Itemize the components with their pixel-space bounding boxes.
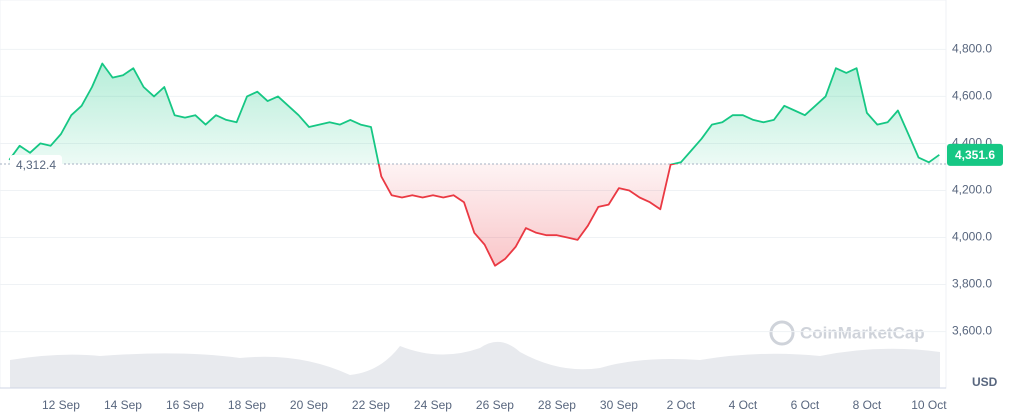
price-area <box>9 63 940 266</box>
x-tick-label: 28 Sep <box>538 398 576 412</box>
x-tick-label: 6 Oct <box>791 398 820 412</box>
y-tick-label: 3,800.0 <box>952 277 992 291</box>
x-tick-label: 26 Sep <box>476 398 514 412</box>
volume-area <box>10 341 940 388</box>
price-tag-label: 4,351.6 <box>955 148 995 162</box>
x-tick-label: 22 Sep <box>352 398 390 412</box>
price-tag <box>947 143 1003 166</box>
y-tick-label: 4,000.0 <box>952 230 992 244</box>
watermark-logo <box>769 320 795 346</box>
x-tick-label: 16 Sep <box>166 398 204 412</box>
x-tick-label: 4 Oct <box>729 398 758 412</box>
baseline-label: 4,312.4 <box>16 158 56 172</box>
y-tick-label: 4,600.0 <box>952 89 992 103</box>
y-tick-label: 4,800.0 <box>952 42 992 56</box>
x-tick-label: 8 Oct <box>853 398 882 412</box>
watermark-text: CoinMarketCap <box>800 323 925 342</box>
x-tick-label: 12 Sep <box>42 398 80 412</box>
price-line <box>8 62 940 267</box>
y-unit: USD <box>972 375 998 389</box>
x-tick-label: 24 Sep <box>414 398 452 412</box>
baseline-label-bg <box>10 155 62 174</box>
watermark: CoinMarketCap <box>769 320 925 346</box>
y-tick-label: 4,200.0 <box>952 183 992 197</box>
y-tick-label: 3,600.0 <box>952 324 992 338</box>
x-tick-label: 10 Oct <box>911 398 947 412</box>
x-tick-label: 14 Sep <box>104 398 142 412</box>
x-tick-label: 20 Sep <box>290 398 328 412</box>
x-tick-label: 2 Oct <box>667 398 696 412</box>
x-tick-label: 18 Sep <box>228 398 266 412</box>
x-tick-label: 30 Sep <box>600 398 638 412</box>
